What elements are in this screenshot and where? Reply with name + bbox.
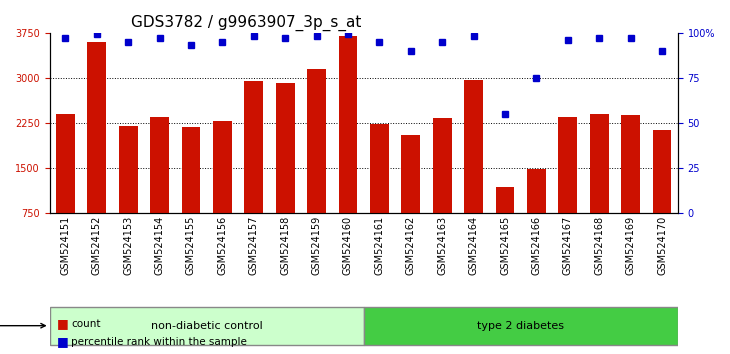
Text: ■: ■ — [57, 335, 69, 348]
FancyBboxPatch shape — [364, 307, 677, 345]
Bar — [276, 82, 295, 213]
Bar — [150, 117, 169, 213]
Bar — [119, 126, 137, 213]
Bar — [339, 35, 358, 213]
FancyBboxPatch shape — [50, 307, 364, 345]
Text: percentile rank within the sample: percentile rank within the sample — [72, 337, 247, 347]
Bar — [213, 121, 231, 213]
Bar — [496, 187, 515, 213]
Bar — [307, 69, 326, 213]
Text: type 2 diabetes: type 2 diabetes — [477, 321, 564, 331]
Text: count: count — [72, 319, 101, 330]
Bar — [590, 114, 609, 213]
Bar — [88, 41, 106, 213]
Bar — [464, 80, 483, 213]
Bar — [245, 81, 264, 213]
Bar — [527, 169, 546, 213]
Bar — [370, 124, 389, 213]
Bar — [56, 114, 74, 213]
Bar — [558, 118, 577, 213]
Bar — [621, 115, 640, 213]
Bar — [182, 127, 200, 213]
Bar — [402, 135, 420, 213]
Text: non-diabetic control: non-diabetic control — [151, 321, 263, 331]
Text: disease state: disease state — [0, 321, 45, 331]
Text: ■: ■ — [57, 318, 69, 330]
Bar — [433, 118, 452, 213]
Text: GDS3782 / g9963907_3p_s_at: GDS3782 / g9963907_3p_s_at — [131, 15, 361, 31]
Bar — [653, 130, 672, 213]
